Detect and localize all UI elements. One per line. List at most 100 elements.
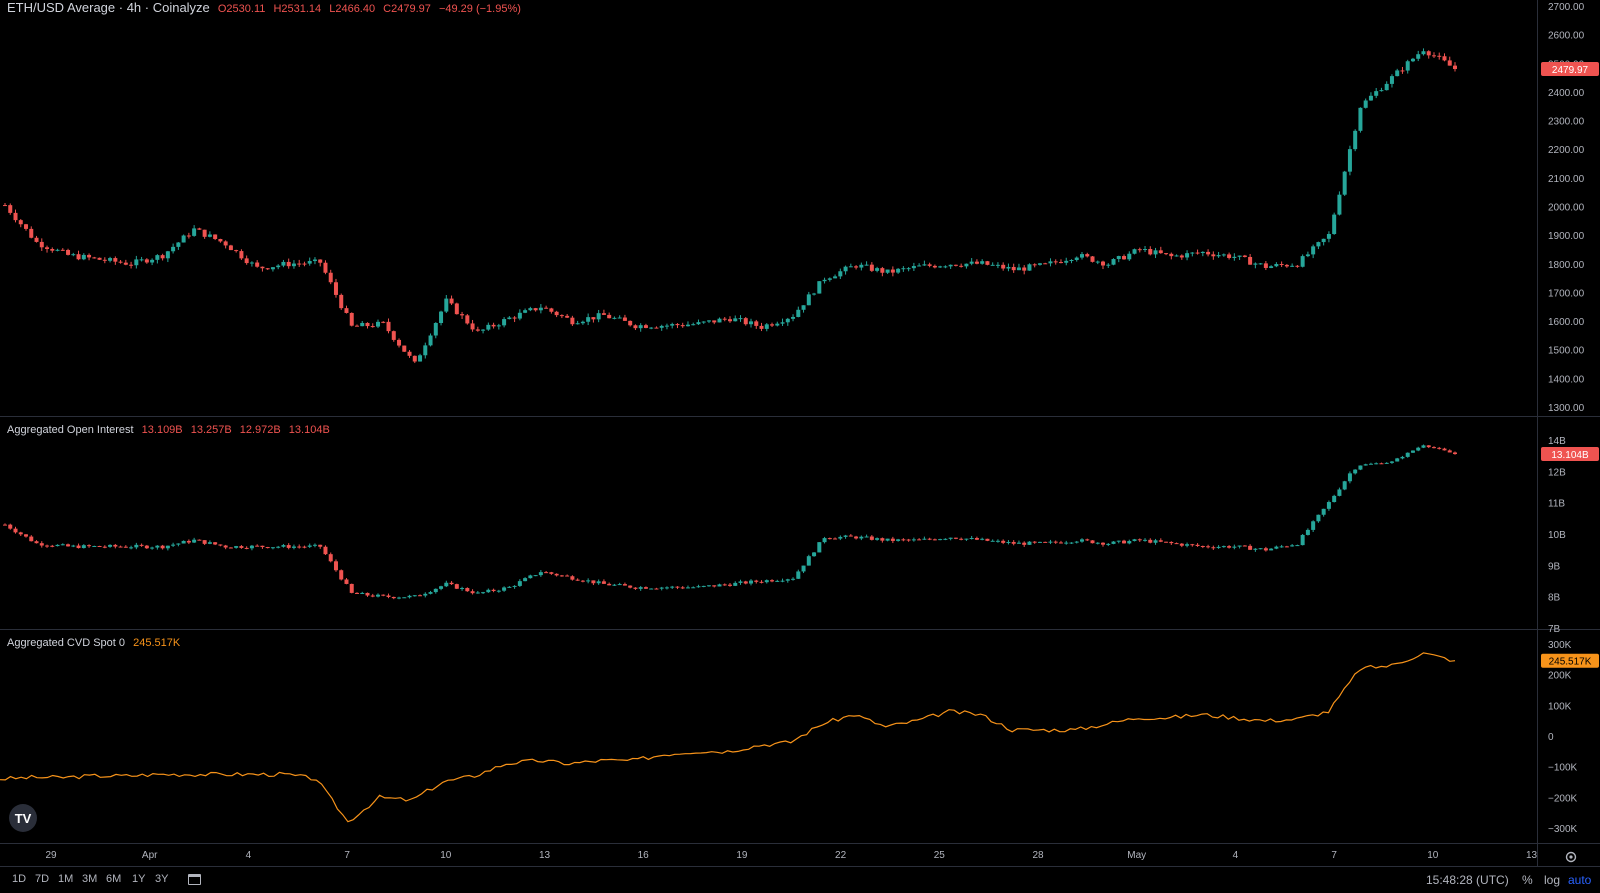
oi-candle <box>144 545 149 549</box>
oi-candle <box>659 587 664 589</box>
oi-candle <box>1368 463 1373 465</box>
timeframe-1m-button[interactable]: 1M <box>58 873 74 885</box>
price-candle <box>270 267 275 270</box>
oi-candle <box>1122 540 1127 544</box>
log-toggle[interactable]: log <box>1544 873 1561 887</box>
oi-candle <box>1043 541 1048 543</box>
oi-candle <box>297 546 302 548</box>
oi-candle <box>617 584 622 586</box>
price-candle <box>155 255 160 260</box>
oi-candle <box>1447 450 1452 453</box>
oi-candle <box>1174 543 1179 545</box>
price-candle <box>738 318 743 320</box>
price-candle <box>565 315 570 318</box>
percent-toggle[interactable]: % <box>1522 873 1533 887</box>
price-candle <box>1400 70 1405 72</box>
current-price-label: 2479.97 <box>1552 65 1589 76</box>
oi-close: 13.104B <box>288 424 330 436</box>
price-candle <box>1300 256 1305 267</box>
settings-gear-icon[interactable] <box>1564 850 1578 864</box>
price-candle <box>533 308 538 311</box>
oi-candle <box>1179 543 1184 546</box>
price-candle <box>502 319 507 326</box>
price-candle <box>591 317 596 320</box>
price-candle <box>354 325 359 327</box>
oi-candle <box>890 538 895 541</box>
price-candle <box>822 279 827 282</box>
time-tick-label: May <box>1127 850 1146 861</box>
oi-candle <box>276 546 281 548</box>
oi-title: Aggregated Open Interest <box>7 424 134 436</box>
price-candle <box>948 264 953 267</box>
oi-candle <box>50 545 55 547</box>
oi-candle <box>97 545 102 547</box>
price-candle <box>18 220 23 225</box>
price-candle <box>875 268 880 271</box>
price-candle <box>549 308 554 312</box>
oi-candle <box>528 575 533 579</box>
oi-candle <box>1143 539 1148 541</box>
auto-toggle[interactable]: auto <box>1568 873 1592 887</box>
price-candle <box>481 329 486 331</box>
price-candle <box>1316 242 1321 247</box>
oi-candle <box>60 544 65 546</box>
oi-candle <box>129 547 134 549</box>
price-candle <box>1169 253 1174 257</box>
oi-candle <box>386 595 391 597</box>
timeframe-3y-button[interactable]: 3Y <box>155 873 169 885</box>
price-candle <box>134 259 139 266</box>
axis-tick-label: 1600.00 <box>1548 317 1585 328</box>
price-candle <box>202 229 207 237</box>
price-candle <box>601 313 606 315</box>
price-candle <box>680 325 685 327</box>
price-candle <box>633 325 638 329</box>
price-candle <box>607 314 612 319</box>
time-tick-label: 16 <box>638 850 650 861</box>
oi-candle <box>423 593 428 596</box>
tradingview-logo-icon[interactable]: TV <box>9 804 37 832</box>
price-candle <box>108 258 113 261</box>
price-candle <box>1137 249 1142 251</box>
oi-candle <box>1085 539 1090 541</box>
oi-candle <box>1069 542 1074 544</box>
oi-candle <box>13 528 18 533</box>
oi-candle <box>155 545 160 548</box>
oi-candle <box>533 575 538 577</box>
price-candle <box>139 259 144 261</box>
price-candle <box>1111 259 1116 265</box>
timeframe-1d-button[interactable]: 1D <box>12 873 27 885</box>
price-candle <box>1032 264 1037 266</box>
oi-candle <box>376 594 381 597</box>
axis-tick-label: 0 <box>1548 732 1554 743</box>
price-candle <box>717 318 722 323</box>
timeframe-6m-button[interactable]: 6M <box>106 873 122 885</box>
oi-candle <box>460 588 465 590</box>
price-candle <box>1190 252 1195 254</box>
oi-candle <box>381 594 386 596</box>
oi-candle <box>990 540 995 542</box>
oi-candle <box>307 545 312 547</box>
oi-candle <box>181 540 186 544</box>
price-candle <box>806 294 811 306</box>
oi-candle <box>670 586 675 588</box>
price-candle <box>29 228 34 238</box>
oi-candle <box>1379 463 1384 465</box>
price-candle <box>764 324 769 329</box>
oi-candle <box>780 580 785 582</box>
oi-candle <box>985 538 990 541</box>
calendar-icon[interactable] <box>188 874 201 885</box>
timeframe-7d-button[interactable]: 7D <box>35 873 50 885</box>
price-candle <box>596 313 601 320</box>
oi-candle <box>1421 445 1426 448</box>
price-candle <box>1164 253 1169 255</box>
oi-candle <box>817 542 822 553</box>
price-candle <box>869 264 874 271</box>
timeframe-1y-button[interactable]: 1Y <box>132 873 146 885</box>
oi-candle <box>113 544 118 547</box>
price-candle <box>360 322 365 327</box>
oi-candle <box>312 544 317 546</box>
oi-candle <box>943 538 948 540</box>
timeframe-3m-button[interactable]: 3M <box>82 873 98 885</box>
oi-candle <box>565 575 570 577</box>
